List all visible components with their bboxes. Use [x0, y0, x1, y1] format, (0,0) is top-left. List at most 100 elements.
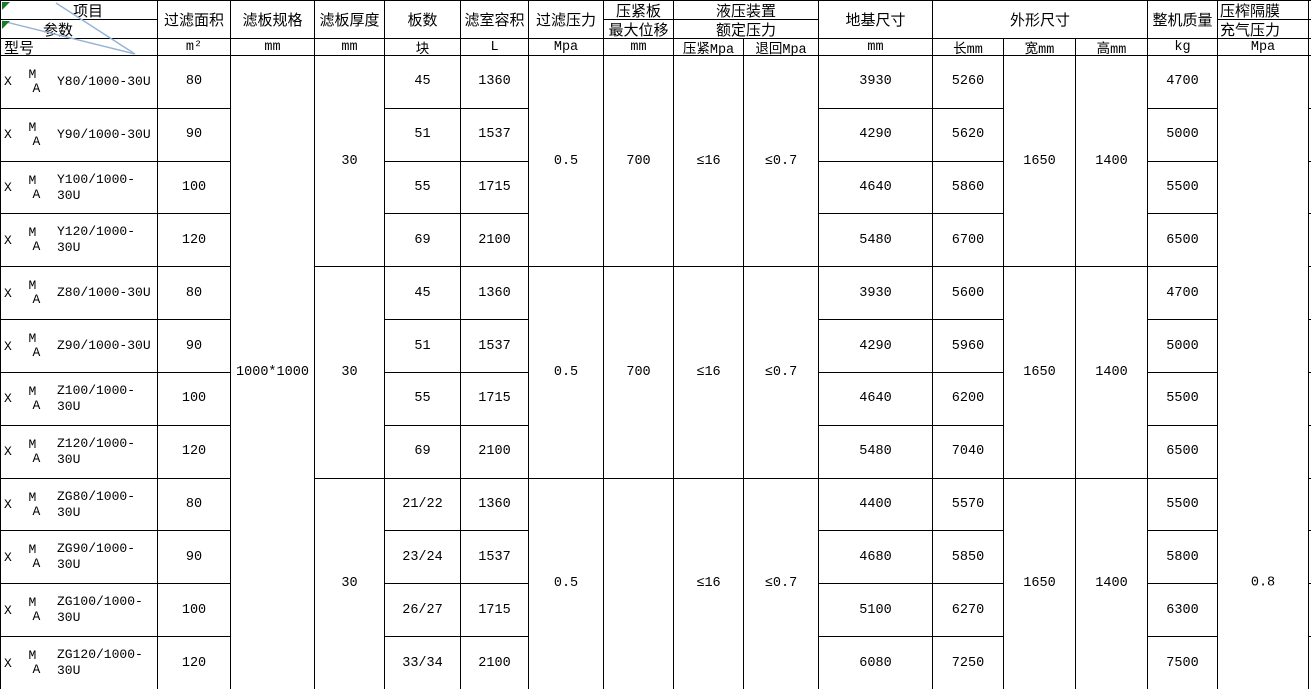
cell-displacement-group3	[604, 478, 674, 689]
cell-area: 120	[158, 637, 231, 689]
corner-label-item: 项目	[1, 1, 158, 20]
gridline-stub	[1309, 1, 1311, 20]
model-prefix-sup: M	[28, 278, 37, 294]
header-hydraulic-line2: 额定压力	[674, 20, 819, 39]
model-number: Y120/1000-30U	[57, 224, 136, 256]
cell-length: 5850	[933, 531, 1004, 585]
gridline-stub	[1309, 267, 1311, 321]
model-prefix-sub: A	[32, 450, 41, 466]
cell-length: 7250	[933, 637, 1004, 689]
model-prefix-sub: A	[32, 80, 41, 96]
model-prefix-sub: A	[32, 186, 41, 202]
cell-pressing-group3: ≤16	[674, 478, 744, 689]
cell-plates: 33/34	[385, 637, 461, 689]
cell-area: 120	[158, 425, 231, 479]
cell-length: 5620	[933, 108, 1004, 162]
header-squeeze-line2: 充气压力	[1218, 20, 1309, 39]
cell-volume: 1537	[461, 108, 529, 162]
cell-foundation: 6080	[819, 637, 933, 689]
model-prefix-sup: M	[28, 489, 37, 505]
unit-filter-pressure: Mpa	[529, 39, 604, 56]
model-number: Z100/1000-30U	[57, 382, 136, 414]
header-plate-spec: 滤板规格	[231, 1, 315, 39]
model-prefix-x: X	[4, 285, 12, 301]
cell-volume: 1360	[461, 478, 529, 532]
header-filter-pressure: 过滤压力	[529, 1, 604, 39]
model-prefix-x: X	[4, 444, 12, 460]
model-number: Z80/1000-30U	[57, 285, 151, 301]
cell-length: 7040	[933, 425, 1004, 479]
gridline-stub	[1309, 373, 1311, 426]
model-number: Y80/1000-30U	[57, 73, 151, 89]
cell-plates: 51	[385, 320, 461, 373]
header-machine-weight: 整机质量	[1148, 1, 1218, 39]
unit-squeeze: Mpa	[1218, 39, 1309, 56]
header-pressing-plate-line1: 压紧板	[604, 1, 674, 20]
cell-weight: 5500	[1148, 161, 1218, 215]
cell-height-group3: 1400	[1076, 478, 1148, 689]
gridline-stub	[1309, 531, 1311, 585]
cell-foundation: 4290	[819, 320, 933, 373]
cell-volume: 2100	[461, 214, 529, 268]
cell-length: 6200	[933, 372, 1004, 426]
model-prefix-sup: M	[28, 436, 37, 452]
cell-weight: 4700	[1148, 56, 1218, 109]
cell-weight: 4700	[1148, 267, 1218, 321]
cell-length: 5960	[933, 320, 1004, 373]
model-number: ZG100/1000-30U	[57, 594, 143, 626]
cell-area: 80	[158, 56, 231, 109]
cell-area: 90	[158, 531, 231, 585]
model-number: Z120/1000-30U	[57, 435, 136, 467]
cell-volume: 1715	[461, 161, 529, 215]
model-prefix-x: X	[4, 391, 12, 407]
model-prefix-sub: A	[32, 239, 41, 255]
cell-volume: 2100	[461, 637, 529, 689]
header-filter-area: 过滤面积	[158, 1, 231, 39]
model-prefix-sup: M	[28, 331, 37, 347]
unit-plate-thickness: mm	[315, 39, 385, 56]
model-prefix-sub: A	[32, 292, 41, 308]
cell-plates: 69	[385, 214, 461, 268]
cell-length: 5860	[933, 161, 1004, 215]
cell-foundation: 4400	[819, 478, 933, 532]
subheader-return-mpa: 退回Mpa	[744, 39, 819, 56]
model-prefix-sub: A	[32, 133, 41, 149]
header-overall-size: 外形尺寸	[933, 1, 1148, 39]
cell-weight: 5500	[1148, 478, 1218, 532]
cell-foundation: 4640	[819, 372, 933, 426]
cell-area: 100	[158, 161, 231, 215]
model-prefix-sub: A	[32, 345, 41, 361]
cell-volume: 1537	[461, 320, 529, 373]
cell-area: 100	[158, 372, 231, 426]
cell-width-group2: 1650	[1004, 267, 1076, 479]
gridline-stub	[1309, 479, 1311, 532]
cell-displacement-group2: 700	[604, 267, 674, 479]
model-prefix-x: X	[4, 549, 12, 565]
cell-weight: 5800	[1148, 531, 1218, 585]
cell-width-group3: 1650	[1004, 478, 1076, 689]
corner-label-model: 型号	[1, 39, 158, 56]
inflation-pressure-value: 0.8	[1250, 575, 1276, 591]
cell-thickness-group1: 30	[315, 56, 385, 268]
header-hydraulic-line1: 液压装置	[674, 1, 819, 20]
cell-height-group1: 1400	[1076, 56, 1148, 268]
cell-plates: 45	[385, 267, 461, 321]
cell-plate-spec: 1000*1000	[231, 56, 315, 689]
cell-volume: 1360	[461, 56, 529, 109]
header-plate-thickness: 滤板厚度	[315, 1, 385, 39]
cell-return-group3: ≤0.7	[744, 478, 819, 689]
gridline-stub	[1309, 56, 1311, 109]
cell-weight: 7500	[1148, 637, 1218, 689]
model-prefix-sub: A	[32, 503, 41, 519]
cell-foundation: 4680	[819, 531, 933, 585]
gridline-stub	[1309, 584, 1311, 638]
